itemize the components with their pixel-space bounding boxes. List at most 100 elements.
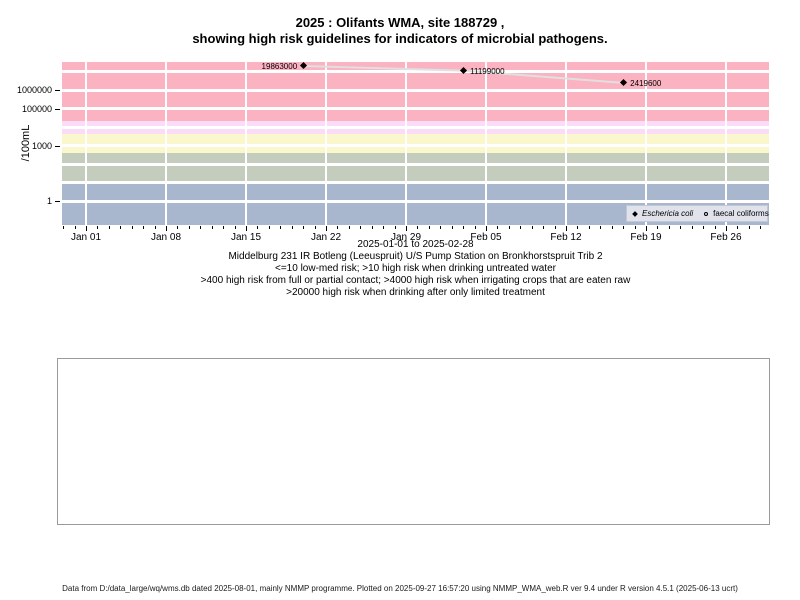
x-tick-label: Feb 12 xyxy=(550,232,582,243)
x-minor-tick xyxy=(703,226,705,229)
plot-area: Jan 01 Jan 08 Jan 15 Jan 22 Jan 29 Feb 05 Feb … xyxy=(17,62,769,243)
x-minor-tick xyxy=(611,226,613,229)
risk-band xyxy=(62,134,769,153)
gridline-v xyxy=(165,62,167,225)
x-minor-tick xyxy=(200,226,202,229)
x-minor-tick xyxy=(417,226,419,229)
legend-label-ecoli: Eschericia coli xyxy=(642,209,694,218)
x-tick-label: Jan 29 xyxy=(390,232,422,243)
chart-title: 2025 : Olifants WMA, site 188729 , showi… xyxy=(0,15,800,47)
x-minor-tick xyxy=(531,226,533,229)
x-tick-label: Jan 15 xyxy=(230,232,262,243)
gridline-v xyxy=(85,62,87,225)
x-major-tick xyxy=(326,226,327,231)
x-minor-tick xyxy=(748,226,750,229)
gridline-v xyxy=(485,62,487,225)
x-major-tick xyxy=(406,226,407,231)
x-minor-tick xyxy=(691,226,693,229)
gridline-h xyxy=(62,70,769,73)
filled-diamond-icon xyxy=(632,210,638,217)
station-name: Middelburg 231 IR Botleng (Leeuspruit) U… xyxy=(228,251,603,262)
chart-title-line2: showing high risk guidelines for indicat… xyxy=(192,31,608,46)
y-tick-label: 1000000 xyxy=(16,85,52,95)
x-minor-tick xyxy=(497,226,499,229)
x-minor-tick xyxy=(543,226,545,229)
gridline-v xyxy=(245,62,247,225)
x-minor-tick xyxy=(257,226,259,229)
y-tick-label: 1 xyxy=(46,196,52,206)
x-minor-tick xyxy=(383,226,385,229)
x-minor-tick xyxy=(234,226,236,229)
date-range-label: 2025-01-01 to 2025-02-28 xyxy=(357,239,474,250)
y-tick xyxy=(55,90,60,91)
gridline-v xyxy=(405,62,407,225)
x-minor-tick xyxy=(760,226,762,229)
gridline-h xyxy=(62,181,769,184)
guideline-drinking-text: <=10 low-med risk; >10 high risk when dr… xyxy=(275,263,556,274)
x-tick-label: Feb 19 xyxy=(630,232,662,243)
y-tick xyxy=(55,145,60,147)
open-circle-icon xyxy=(704,211,709,216)
x-minor-tick xyxy=(63,226,65,229)
gridline-h xyxy=(62,199,769,203)
x-minor-tick xyxy=(348,226,350,229)
x-major-tick xyxy=(646,226,647,231)
gridline-h xyxy=(62,162,769,166)
gridline-h xyxy=(62,144,769,147)
gridline-h xyxy=(62,125,769,129)
x-tick-label: Jan 08 xyxy=(150,232,182,243)
gridline-h xyxy=(62,88,769,92)
x-major-tick xyxy=(566,226,567,231)
x-minor-tick xyxy=(588,226,590,229)
x-minor-tick xyxy=(394,226,396,229)
x-minor-tick xyxy=(668,226,670,229)
x-minor-tick xyxy=(577,226,579,229)
legend-label-faecal-coliforms: faecal coliforms xyxy=(713,209,769,218)
guideline-contact-text: >400 high risk from full or partial cont… xyxy=(200,275,631,286)
x-minor-tick xyxy=(291,226,293,229)
chart-title-line1: 2025 : Olifants WMA, site 188729 , xyxy=(295,15,505,30)
x-minor-tick xyxy=(143,226,145,229)
x-minor-tick xyxy=(131,226,133,229)
x-minor-tick xyxy=(188,226,190,229)
data-point-label: 2419600 xyxy=(630,78,662,88)
risk-band xyxy=(62,152,769,183)
x-minor-tick xyxy=(737,226,739,229)
x-major-tick xyxy=(246,226,247,231)
x-tick-label: Jan 01 xyxy=(70,232,102,243)
x-minor-tick xyxy=(154,226,156,229)
x-minor-tick xyxy=(211,226,213,229)
gridline-h xyxy=(62,107,769,110)
x-minor-tick xyxy=(371,226,373,229)
legend: Eschericia coli faecal coliforms xyxy=(626,205,769,222)
y-tick xyxy=(55,108,60,110)
x-minor-tick xyxy=(223,226,225,229)
x-minor-tick xyxy=(600,226,602,229)
x-minor-tick xyxy=(474,226,476,229)
x-minor-tick xyxy=(303,226,305,229)
x-minor-tick xyxy=(268,226,270,229)
data-point-label: 19863000 xyxy=(261,62,298,71)
x-minor-tick xyxy=(451,226,453,229)
x-minor-tick xyxy=(634,226,636,229)
x-minor-tick xyxy=(280,226,282,229)
x-minor-tick xyxy=(97,226,99,229)
x-minor-tick xyxy=(463,226,465,229)
y-tick xyxy=(55,201,60,202)
x-minor-tick xyxy=(714,226,716,229)
x-major-tick xyxy=(166,226,167,231)
x-minor-tick xyxy=(337,226,339,229)
x-tick-label: Feb 05 xyxy=(470,232,502,243)
gridline-v xyxy=(325,62,327,225)
x-minor-tick xyxy=(554,226,556,229)
x-minor-tick xyxy=(508,226,510,229)
gridline-v xyxy=(645,62,647,225)
x-major-tick xyxy=(86,226,87,231)
y-tick-label: 1000 xyxy=(31,140,52,151)
x-minor-tick xyxy=(680,226,682,229)
x-major-tick xyxy=(486,226,487,231)
y-tick-label: 100000 xyxy=(21,103,52,114)
x-minor-tick xyxy=(314,226,316,229)
guideline-treatment-text: >20000 high risk when drinking after onl… xyxy=(286,287,545,298)
data-point-label: 11199000 xyxy=(470,66,505,76)
